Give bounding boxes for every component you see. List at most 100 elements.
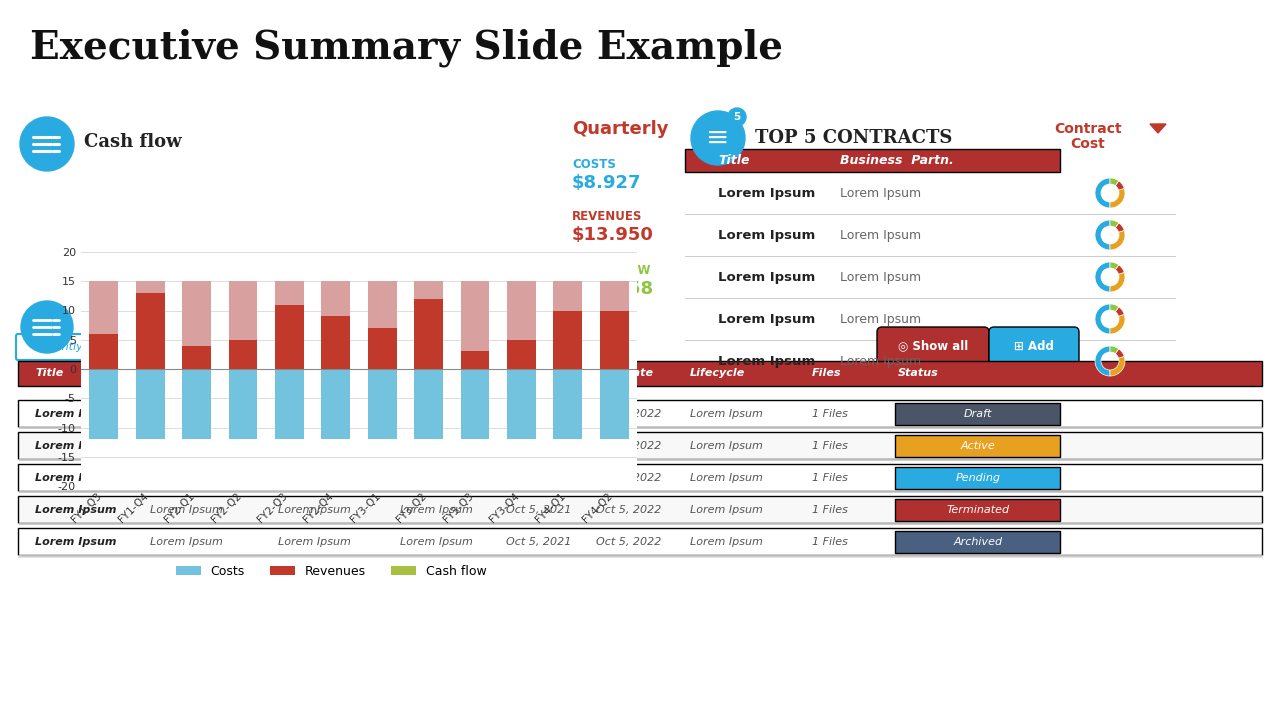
Text: 1 Files: 1 Files [812,505,847,515]
Wedge shape [1094,220,1110,250]
Text: 1 Files: 1 Files [812,409,847,419]
FancyBboxPatch shape [18,496,1262,523]
Text: Title: Title [35,368,63,378]
FancyBboxPatch shape [18,432,1262,459]
Text: Oct 5, 2021: Oct 5, 2021 [506,505,571,515]
Bar [321,282,351,316]
Text: Oct 5, 2021: Oct 5, 2021 [506,409,571,419]
Text: End Date: End Date [596,368,653,378]
Bar [182,282,211,346]
Wedge shape [1115,223,1124,233]
FancyBboxPatch shape [18,400,1262,427]
Bar [507,340,536,369]
Text: Executive Summary Slide Example: Executive Summary Slide Example [29,29,783,67]
Text: REVENUES: REVENUES [572,210,643,223]
Text: Lorem Ipsum: Lorem Ipsum [399,537,472,547]
Wedge shape [1110,272,1125,292]
Text: Lorem Ipsum: Lorem Ipsum [840,186,922,199]
Bar [415,282,443,299]
Text: Category: Category [278,368,335,378]
Bar [90,334,118,369]
Text: Lorem Ipsum: Lorem Ipsum [690,537,763,547]
Bar [229,369,257,439]
FancyBboxPatch shape [18,464,1262,491]
Text: Lorem Ipsum: Lorem Ipsum [35,537,116,547]
Text: Status: Status [899,368,938,378]
FancyBboxPatch shape [877,327,989,365]
Bar [367,328,397,369]
Text: Terminated: Terminated [946,505,1010,515]
Text: Oct 5, 2022: Oct 5, 2022 [596,441,662,451]
Text: Lorem Ipsum: Lorem Ipsum [690,505,763,515]
Text: Pending: Pending [955,473,1001,483]
Text: TOP 5 CONTRACTS: TOP 5 CONTRACTS [755,129,952,147]
Bar [182,346,211,369]
Wedge shape [1110,346,1119,354]
Circle shape [691,111,745,165]
Wedge shape [1110,262,1119,270]
Wedge shape [1110,304,1119,312]
Text: Lorem Ipsum: Lorem Ipsum [718,312,815,325]
Text: Oct 5, 2022: Oct 5, 2022 [596,473,662,483]
Wedge shape [1115,307,1124,316]
Text: Lorem Ipsum: Lorem Ipsum [150,473,223,483]
Text: Title: Title [718,153,750,166]
Bar [275,369,303,439]
Text: Files: Files [812,368,841,378]
Text: Business  Partn.: Business Partn. [840,153,954,166]
Text: Lorem Ipsum: Lorem Ipsum [399,441,472,451]
Bar [415,369,443,439]
Text: 5: 5 [733,112,741,122]
Text: Oct 5, 2022: Oct 5, 2022 [596,505,662,515]
Wedge shape [1094,346,1110,376]
Text: Lorem Ipsum: Lorem Ipsum [278,473,351,483]
Text: Oct 5, 2022: Oct 5, 2022 [596,537,662,547]
FancyBboxPatch shape [18,528,1262,555]
Text: 1 Files: 1 Files [812,537,847,547]
Bar [136,369,165,439]
Bar [367,369,397,439]
Text: Lorem Ipsum: Lorem Ipsum [690,473,763,483]
Bar [90,369,118,439]
Text: Lorem Ipsum: Lorem Ipsum [35,473,116,483]
Text: Lorem Ipsum: Lorem Ipsum [278,409,351,419]
Text: $8.927: $8.927 [572,174,641,192]
Text: Lorem Ipsum: Lorem Ipsum [35,505,116,515]
Text: Lorem Ipsum: Lorem Ipsum [278,505,351,515]
Bar [229,282,257,340]
Bar [136,293,165,369]
Text: Lifecycle: Lifecycle [690,368,745,378]
Polygon shape [1149,124,1166,133]
Bar [461,282,489,351]
Bar [367,282,397,328]
Bar [136,282,165,293]
Bar [229,340,257,369]
Text: Lorem Ipsum: Lorem Ipsum [35,409,116,419]
Text: Cost: Cost [1070,137,1106,151]
Bar [461,351,489,369]
Text: Business  Partn.: Business Partn. [150,368,251,378]
Wedge shape [1115,265,1124,274]
Text: Lorem Ipsum: Lorem Ipsum [718,186,815,199]
Wedge shape [1110,315,1125,334]
Bar [600,369,628,439]
Text: ≡: ≡ [707,124,730,152]
Bar [507,369,536,439]
Text: Lorem Ipsum: Lorem Ipsum [150,441,223,451]
Text: Lorem Ipsum: Lorem Ipsum [840,228,922,241]
Bar [182,369,211,439]
Bar [553,369,582,439]
Bar [275,282,303,305]
FancyBboxPatch shape [895,435,1060,457]
Text: Contact  No.: Contact No. [399,368,477,378]
Text: Contract: Contract [1055,122,1121,136]
Circle shape [728,108,746,126]
Text: ⊞ Add: ⊞ Add [1014,340,1053,353]
FancyBboxPatch shape [685,149,1060,172]
Text: Lorem Ipsum: Lorem Ipsum [278,537,351,547]
FancyBboxPatch shape [15,334,138,360]
FancyBboxPatch shape [989,327,1079,365]
Text: Lorem Ipsum: Lorem Ipsum [399,409,472,419]
Text: Lorem Ipsum: Lorem Ipsum [278,441,351,451]
Bar [600,310,628,369]
